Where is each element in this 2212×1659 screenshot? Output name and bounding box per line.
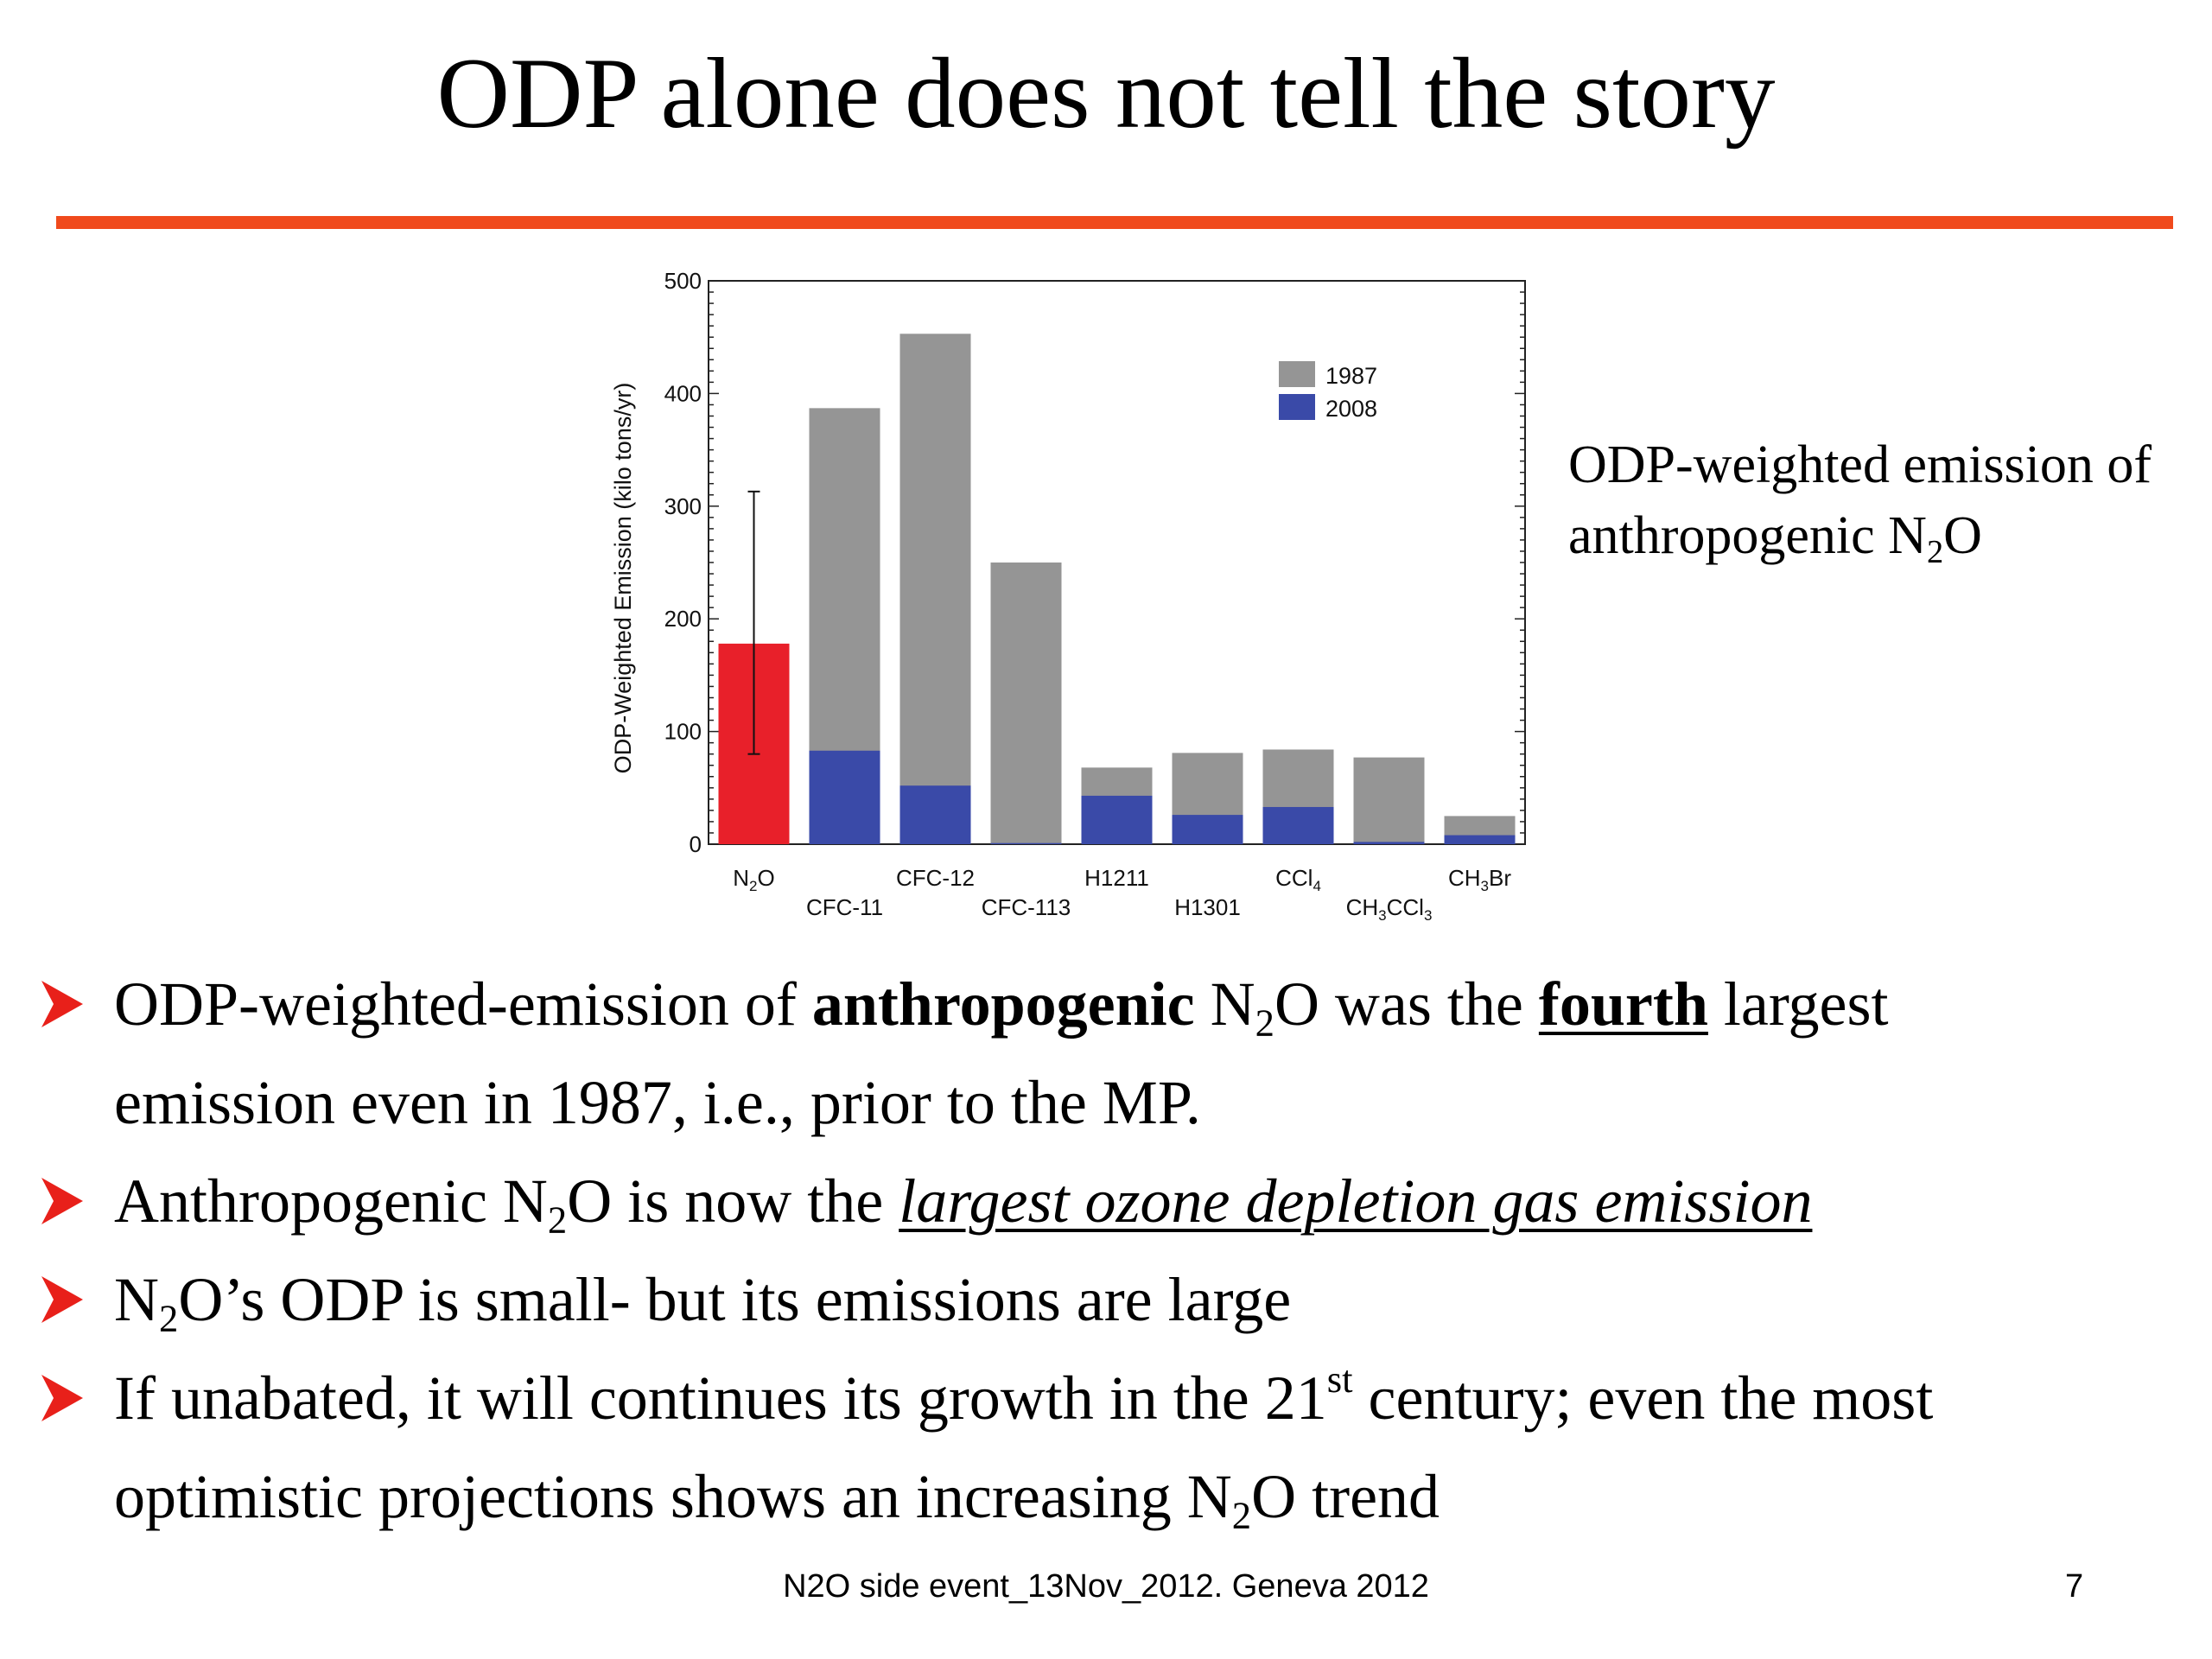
y-tick-label: 300 xyxy=(664,493,702,519)
arrow-bullet-icon xyxy=(41,1178,83,1224)
bar-1987 xyxy=(1353,757,1425,844)
bar-1987 xyxy=(899,334,971,845)
bar-2008 xyxy=(809,750,880,844)
x-tick-label: CFC-113 xyxy=(982,894,1071,920)
x-tick-label: H1211 xyxy=(1084,865,1149,891)
caption-line-1: ODP-weighted emission of xyxy=(1568,435,2152,494)
bar-2008 xyxy=(990,842,1062,844)
odp-bar-chart: 0 100 200 300 400 500 ODP-Weighted Emission (k… xyxy=(610,268,1526,924)
bullet-item: Anthropogenic N2O is now the largest ozo… xyxy=(35,1152,2177,1250)
x-tick-label: CCl4 xyxy=(1275,865,1321,894)
x-tick-label: CH3Br xyxy=(1448,865,1511,894)
slide-title: ODP alone does not tell the story xyxy=(436,38,1776,149)
x-tick-label: H1301 xyxy=(1174,894,1241,920)
y-tick-label: 0 xyxy=(690,831,702,857)
arrow-bullet-icon xyxy=(41,1375,83,1421)
arrow-bullet-icon xyxy=(41,1276,83,1323)
bar-2008 xyxy=(1444,835,1516,844)
y-axis-label: ODP-Weighted Emission (kilo tons/yr) xyxy=(610,383,636,774)
y-tick-label: 400 xyxy=(664,380,702,406)
title-divider xyxy=(56,216,2173,229)
y-tick-label: 500 xyxy=(664,268,702,294)
y-tick-label: 100 xyxy=(664,719,702,745)
y-tick-label: 200 xyxy=(664,606,702,632)
bar-2008 xyxy=(1172,815,1243,844)
bullet-item: ODP-weighted-emission of anthropogenic N… xyxy=(35,955,2177,1152)
legend-label-1987: 1987 xyxy=(1325,363,1377,389)
bullet-item: N2O’s ODP is small- but its emissions ar… xyxy=(35,1250,2177,1349)
x-tick-label: N2O xyxy=(733,865,774,894)
bar-2008 xyxy=(899,785,971,844)
caption-line-2: anthropogenic N2O xyxy=(1568,506,1982,570)
bar-2008 xyxy=(1081,795,1153,844)
x-tick-label: CH3CCl3 xyxy=(1346,894,1433,924)
x-tick-label: CFC-11 xyxy=(806,894,883,920)
legend-swatch-2008 xyxy=(1279,394,1315,420)
bar-1987 xyxy=(990,563,1062,844)
x-tick-label: CFC-12 xyxy=(896,865,975,891)
chart-caption: ODP-weighted emission of anthropogenic N… xyxy=(1568,429,2152,571)
bar-2008 xyxy=(1262,806,1334,844)
page-number: 7 xyxy=(2065,1568,2084,1605)
bullet-list: ODP-weighted-emission of anthropogenic N… xyxy=(35,955,2177,1546)
bullet-item: If unabated, it will continues its growt… xyxy=(35,1349,2177,1546)
bar-2008 xyxy=(1353,842,1425,844)
legend-label-2008: 2008 xyxy=(1325,396,1377,422)
arrow-bullet-icon xyxy=(41,981,83,1027)
legend-swatch-1987 xyxy=(1279,361,1315,387)
slide-footer: N2O side event_13Nov_2012. Geneva 2012 xyxy=(783,1568,1429,1605)
